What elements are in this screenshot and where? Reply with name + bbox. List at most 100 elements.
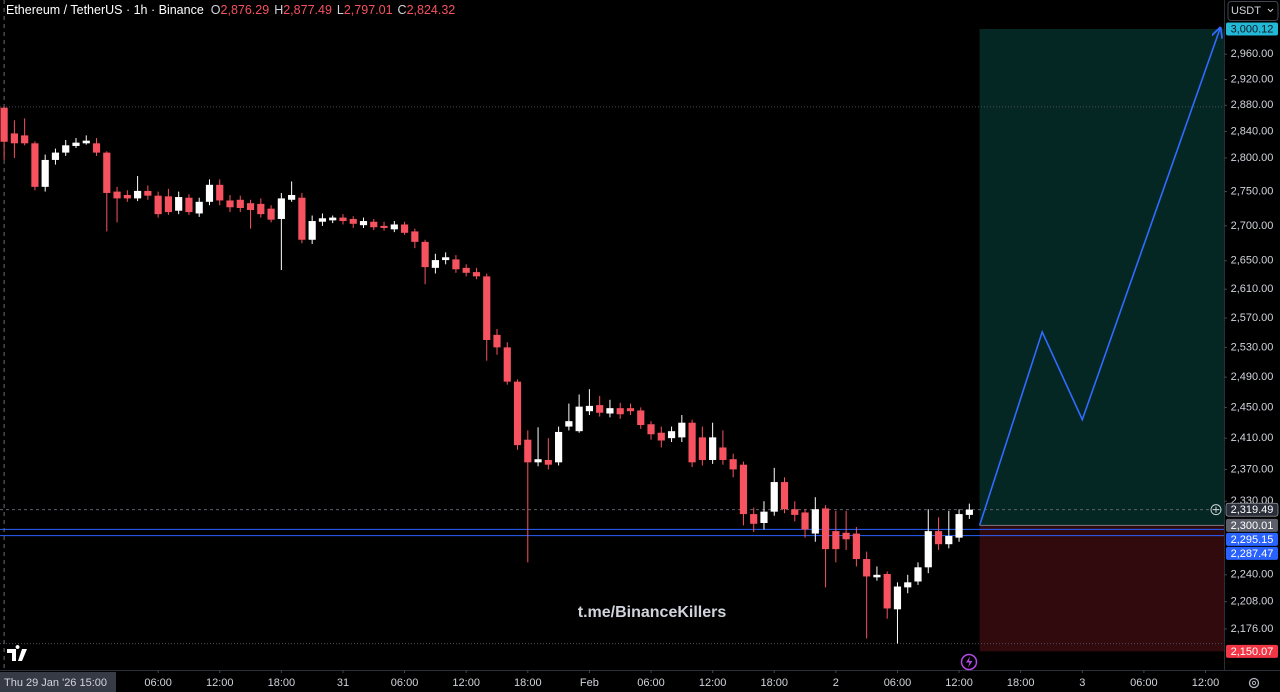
candle-body [62, 145, 70, 153]
candle-body [709, 437, 717, 460]
candle-body [780, 482, 789, 510]
candle-body [524, 439, 532, 463]
candle-body [893, 586, 902, 610]
x-tick-label: 3 [1079, 677, 1085, 689]
candle-body [431, 260, 439, 268]
candle-body [0, 107, 8, 142]
candle-body [955, 514, 963, 538]
candle-body [318, 218, 327, 222]
candle-body [626, 408, 635, 412]
candle-body [842, 532, 850, 540]
candle-body [236, 199, 244, 208]
candle-body [370, 221, 378, 228]
candle-body [134, 190, 142, 199]
y-tick-label: 2,410.00 [1231, 432, 1274, 444]
candle-body [472, 272, 481, 277]
candle-body [400, 224, 409, 233]
candle-body [555, 431, 563, 463]
candle-body [103, 152, 111, 193]
x-tick-label: 12:00 [1192, 677, 1220, 689]
price-badge [1226, 518, 1278, 532]
candle-body [811, 509, 819, 534]
y-tick-label: 2,750.00 [1231, 186, 1274, 198]
candle-body [698, 437, 706, 460]
candle-body [924, 531, 932, 568]
candle-body [462, 267, 470, 273]
y-tick-label: 2,800.00 [1231, 152, 1274, 164]
gear-hub[interactable] [1251, 680, 1257, 686]
legend-key: H [274, 3, 283, 17]
candle-body [21, 135, 29, 144]
x-tick-label: 18:00 [514, 677, 542, 689]
settings-icon[interactable] [1248, 677, 1260, 689]
y-tick-label: 2,370.00 [1231, 463, 1274, 475]
price-badge-label: 2,319.49 [1231, 504, 1274, 516]
legend-value: 2,876.29 [221, 3, 270, 17]
candle-body [637, 410, 645, 426]
icon-bolt[interactable] [966, 656, 973, 668]
y-tick-label: 2,208.00 [1231, 596, 1274, 608]
dropdown-chevron[interactable] [1267, 8, 1274, 13]
x-tick-label: Feb [580, 677, 599, 689]
legend-value: 2,824.32 [407, 3, 456, 17]
candle-body [873, 574, 881, 578]
candle-body [483, 276, 491, 340]
price-badge-label: 2,300.01 [1231, 520, 1274, 532]
candle-body [185, 197, 193, 213]
x-tick-label: 31 [337, 677, 349, 689]
candle-body [123, 194, 131, 199]
y-tick-label: 2,650.00 [1231, 255, 1274, 267]
loss-zone [979, 525, 1224, 652]
candle-body [144, 190, 152, 196]
candle-body [308, 221, 316, 240]
candle-body [246, 203, 255, 211]
y-tick-label: 2,176.00 [1231, 623, 1274, 635]
x-tick-label: 06:00 [144, 677, 172, 689]
candle-body [493, 334, 501, 348]
x-tick-label: 06:00 [637, 677, 665, 689]
candle-body [565, 421, 573, 427]
y-tick-label: 2,450.00 [1231, 401, 1274, 413]
replay-icon[interactable] [960, 653, 978, 671]
currency-label[interactable]: USDT [1231, 5, 1261, 17]
price-badge-label: 3,000.12 [1231, 23, 1274, 35]
y-tick-label: 2,240.00 [1231, 569, 1274, 581]
x-tick-label: 06:00 [1130, 677, 1158, 689]
watermark: t.me/BinanceKillers [578, 604, 727, 621]
y-tick-label: 2,960.00 [1231, 48, 1274, 60]
price-badge [1225, 502, 1279, 517]
x-tick-label: 12:00 [945, 677, 973, 689]
x-tick-label: 18:00 [268, 677, 296, 689]
x-tick-label: 06:00 [391, 677, 419, 689]
price-badge [1226, 546, 1278, 560]
candle-body [832, 531, 840, 550]
candle-body [380, 225, 388, 228]
candle-body [904, 582, 912, 588]
candle-body [719, 447, 727, 460]
symbol-legend: Ethereum / TetherUS · 1h · Binance O2,876… [6, 3, 455, 17]
gear-ring[interactable] [1248, 677, 1260, 689]
dropdown-box[interactable] [1227, 1, 1279, 21]
legend-value: 2,797.01 [344, 3, 393, 17]
candle-body [770, 482, 778, 512]
candle-body [349, 218, 357, 224]
candle-body [503, 347, 511, 382]
y-tick-label: 2,840.00 [1231, 125, 1274, 137]
icon-ring[interactable] [960, 653, 978, 671]
price-badge [1226, 22, 1278, 36]
currency-dropdown[interactable]: USDT [1227, 1, 1279, 21]
legend-value: 2,877.49 [283, 3, 332, 17]
candle-body [513, 381, 522, 446]
tradingview-logo [7, 645, 27, 661]
candle-body [760, 511, 768, 523]
candle-body [411, 231, 419, 242]
candle-body [421, 241, 429, 268]
candle-body [82, 140, 90, 144]
candle-body [10, 133, 18, 144]
logo-mark [7, 645, 27, 661]
candle-body [791, 509, 799, 515]
legend-title: Ethereum / TetherUS · 1h · Binance [6, 3, 204, 17]
add-alert-plus [1213, 506, 1219, 513]
price-badge [1226, 532, 1278, 546]
